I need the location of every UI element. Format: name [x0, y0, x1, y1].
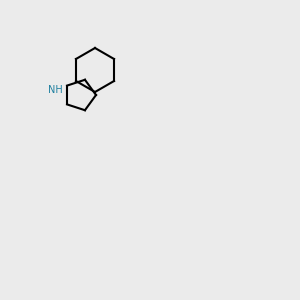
- Text: NH: NH: [48, 85, 62, 95]
